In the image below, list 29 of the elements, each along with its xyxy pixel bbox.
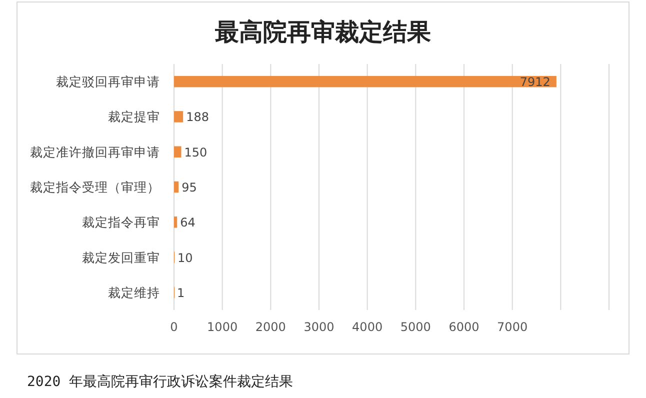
y-tick-label: 裁定驳回再审申请 [56,74,160,90]
bar [174,216,178,228]
y-tick-label: 裁定提审 [108,109,160,124]
bar [174,181,179,193]
y-tick-label: 裁定发回重审 [82,250,160,265]
data-label: 188 [186,110,209,124]
bar [174,146,182,158]
y-tick-label: 裁定指令受理（审理） [30,180,160,194]
data-label: 150 [184,145,208,160]
x-tick-label: 5000 [400,320,431,334]
data-label: 95 [182,180,197,194]
bar [174,111,184,122]
bar [174,76,556,88]
x-tick-label: 4000 [352,320,383,334]
y-tick-label: 裁定指令再审 [82,214,160,230]
data-label: 10 [177,250,193,265]
data-label: 1 [177,286,185,300]
y-tick-label: 裁定准许撤回再审申请 [30,144,160,160]
x-tick-label: 1000 [207,320,238,334]
text: 2020 年最高院再审行政诉讼案件裁定结果 [27,373,294,390]
x-tick-label: 3000 [304,320,334,334]
data-label: 64 [180,216,196,230]
y-tick-label: 裁定维持 [108,284,160,300]
x-tick-label: 6000 [448,320,480,334]
x-tick-label: 7000 [497,320,528,334]
x-tick-label: 0 [170,320,178,334]
data-label: 7912 [520,75,550,90]
chart-title: 最高院再审裁定结果 [214,17,431,46]
x-tick-label: 2000 [255,320,286,334]
